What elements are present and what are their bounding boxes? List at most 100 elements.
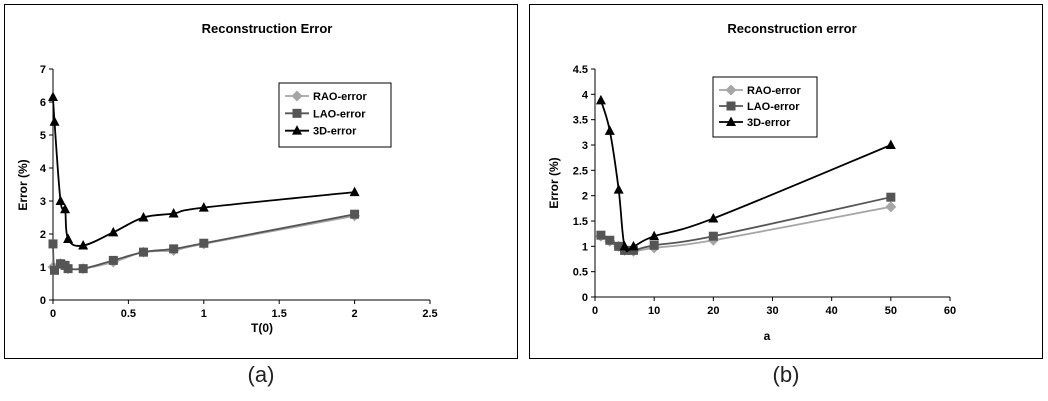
y-tick-label: 1 [40,262,46,274]
x-axis-label: a [764,329,771,343]
y-tick-label: 2 [40,229,46,241]
y-tick-label: 3 [582,140,588,152]
y-tick-label: 0 [40,295,46,307]
y-tick-label: 0 [582,292,588,304]
x-tick-label: 60 [944,305,956,317]
data-point [596,230,606,240]
data-point [50,265,60,275]
data-point [649,240,659,250]
data-point [60,203,71,214]
legend-marker [726,116,736,126]
data-point [55,195,66,205]
legend-label: 3D-error [747,117,791,129]
y-tick-label: 1.5 [573,216,588,228]
caption-b: (b) [772,362,800,387]
data-point [168,208,179,218]
y-tick-label: 4 [40,163,47,175]
data-point [198,202,209,212]
legend-marker [291,90,303,102]
data-point [614,241,624,251]
data-point [63,233,74,243]
x-axis-label: T(0) [251,321,273,335]
data-point [48,91,58,102]
data-point [48,239,58,249]
y-axis-label: Error (%) [16,159,30,210]
x-tick-label: 1.5 [272,308,287,320]
legend-label: 3D-error [313,126,357,138]
legend-marker [292,125,302,135]
data-point [628,245,638,255]
y-tick-label: 1 [582,241,588,253]
y-tick-label: 2.5 [573,165,588,177]
x-tick-label: 2.5 [422,308,437,320]
legend: RAO-error LAO-error 3D-error [278,82,392,148]
data-point [619,240,630,251]
data-point [169,244,179,254]
x-tick-label: 30 [766,305,778,317]
data-point [138,212,149,222]
y-tick-label: 5 [40,130,46,142]
y-tick-label: 0.5 [573,267,588,279]
data-point [349,186,360,197]
y-tick-label: 6 [40,97,46,109]
chart-panel-a: Reconstruction Error 0 1 2 3 4 5 6 7 0 0.5 1 1.5 2 2.5… [4,4,518,359]
x-tick-label: 0.5 [121,308,136,320]
data-point [78,240,89,250]
y-tick-label: 4 [582,89,589,101]
series-lao-error [596,192,896,255]
x-tick-label: 10 [648,305,660,317]
data-point [350,209,360,219]
data-point [708,231,718,241]
x-tick-label: 1 [201,308,207,320]
legend-label: RAO-error [313,91,368,103]
chart-b-svg: Reconstruction error 0 0.5 1 1.5 2 2.5 3 3.5 4 4.5… [547,21,956,343]
x-tick-label: 50 [885,305,897,317]
data-point [649,230,660,241]
data-point [56,259,66,269]
data-point [628,240,639,251]
y-tick-label: 4.5 [573,64,588,76]
data-point [199,238,209,248]
legend: RAO-error LAO-error 3D-error [712,76,818,138]
x-tick-label: 0 [50,308,56,320]
data-point [708,212,719,223]
data-point [604,125,615,135]
legend-marker [725,84,737,96]
caption-a: (a) [247,362,275,387]
chart-title: Reconstruction Error [202,21,333,36]
data-point [63,264,73,274]
x-tick-label: 0 [592,305,598,317]
legend-marker [726,101,736,111]
y-tick-label: 7 [40,64,46,76]
series-lao-error [48,209,360,275]
chart-panel-b: Reconstruction error 0 0.5 1 1.5 2 2.5 3 3.5 4 4.5… [529,4,1043,359]
x-tick-label: 2 [352,308,358,320]
data-point [78,264,88,274]
chart-a-svg: Reconstruction Error 0 1 2 3 4 5 6 7 0 0.5 1 1.5 2 2.5… [16,21,438,335]
y-tick-label: 3.5 [573,115,588,127]
y-tick-label: 3 [40,196,46,208]
legend-label: LAO-error [747,101,800,113]
data-point [108,226,119,237]
data-point [620,245,630,255]
data-point [138,247,148,257]
data-point [885,139,896,149]
data-point [886,192,896,202]
legend-marker [292,108,302,118]
series-3d-error [595,94,896,253]
data-point [613,184,624,194]
y-tick-label: 2 [582,191,588,203]
legend-label: LAO-error [313,108,366,120]
series-3d-error [48,91,360,250]
x-tick-label: 40 [826,305,838,317]
y-axis-label: Error (%) [547,157,561,208]
data-point [49,116,60,126]
data-point [108,255,118,265]
data-point [885,201,897,213]
x-tick-label: 20 [707,305,719,317]
legend-label: RAO-error [747,85,802,97]
chart-title: Reconstruction error [727,21,856,36]
data-point [595,94,606,105]
series-line [52,96,355,247]
data-point [605,235,615,245]
